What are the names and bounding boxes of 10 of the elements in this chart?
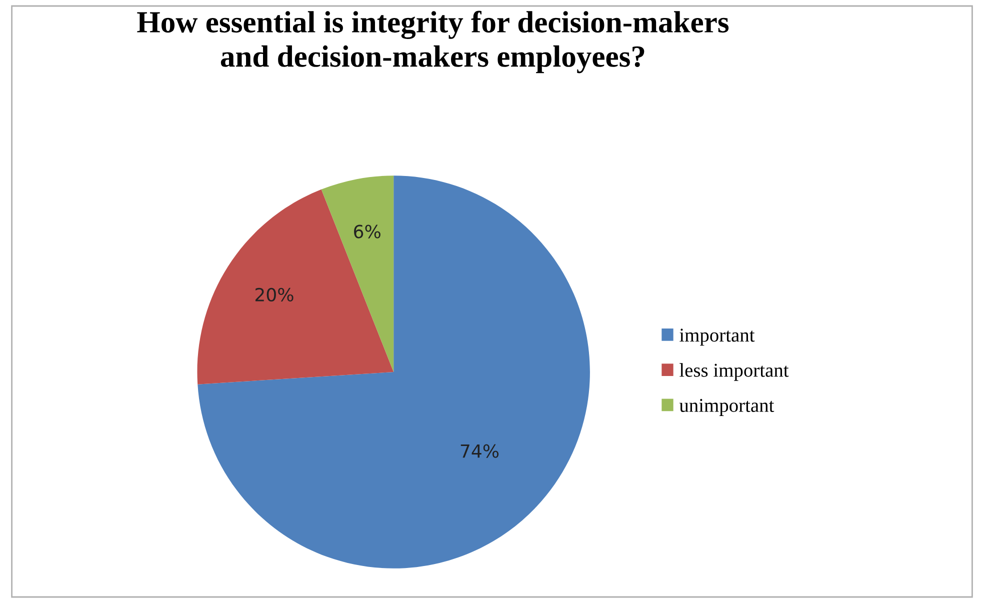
data-label: 20% (255, 288, 294, 302)
data-label: 74% (460, 444, 499, 458)
pie-slice (198, 176, 590, 568)
chart-title: How essential is integrity for decision-makers and decision-makers employees? (137, 10, 729, 74)
pie-slice (197, 189, 394, 384)
legend-label: less important (680, 363, 789, 381)
pie-slice (321, 176, 394, 372)
data-label: 6% (354, 224, 380, 238)
legend-label: unimportant (679, 398, 774, 416)
legend-label: important (680, 328, 755, 346)
